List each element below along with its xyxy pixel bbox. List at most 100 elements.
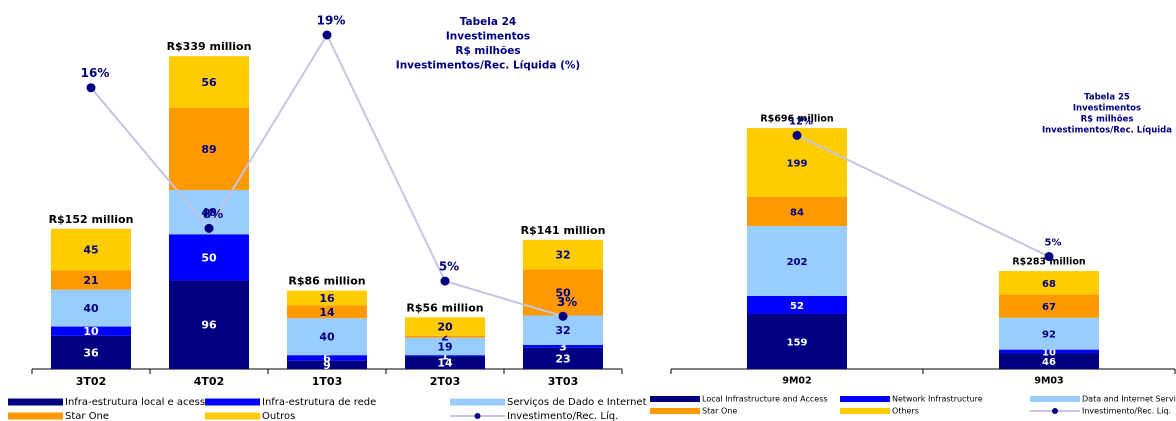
bar-segment bbox=[405, 317, 485, 336]
legend-label: Serviços de Dado e Internet bbox=[507, 397, 647, 408]
line-label: 12% bbox=[789, 116, 813, 127]
x-tick-label: 3T03 bbox=[548, 375, 578, 388]
data-label: 48 bbox=[201, 206, 216, 219]
x-tick-label: 1T03 bbox=[312, 375, 342, 388]
data-label: 68 bbox=[1042, 279, 1056, 290]
x-tick-label: 9M03 bbox=[1034, 376, 1063, 387]
legend-swatch bbox=[840, 408, 890, 414]
legend-swatch bbox=[650, 408, 700, 414]
bar-segment bbox=[999, 294, 1099, 318]
bar-segment bbox=[287, 305, 367, 319]
data-label: 52 bbox=[790, 301, 804, 312]
legend-swatch bbox=[8, 398, 63, 406]
data-label: 3 bbox=[559, 340, 567, 353]
legend-swatch bbox=[840, 396, 890, 402]
legend-label: Network Infrastructure bbox=[892, 395, 983, 404]
bar-segment bbox=[169, 56, 249, 108]
legend-swatch bbox=[205, 398, 260, 406]
data-label: 1 bbox=[441, 350, 449, 363]
data-label: 10 bbox=[83, 325, 99, 338]
legend-label: Others bbox=[892, 407, 919, 416]
total-label: R$141 million bbox=[521, 224, 606, 237]
data-label: 202 bbox=[787, 257, 808, 268]
legend-label: Data and Internet Service bbox=[1082, 395, 1176, 404]
line-series bbox=[796, 134, 1050, 258]
data-label: 6 bbox=[323, 352, 331, 365]
chart-subtitle: R$ milhões bbox=[1081, 115, 1134, 125]
data-label: 96 bbox=[201, 319, 217, 332]
total-label: R$283 million bbox=[1012, 257, 1086, 268]
data-label: 14 bbox=[437, 357, 453, 370]
legend-label: Investimento/Rec. Líq. bbox=[1082, 407, 1171, 416]
data-label: 40 bbox=[319, 331, 335, 344]
data-label: 9 bbox=[323, 359, 331, 372]
data-label: 199 bbox=[787, 159, 808, 170]
data-label: 36 bbox=[83, 346, 99, 359]
data-label: 159 bbox=[787, 337, 808, 348]
data-label: 10 bbox=[1042, 347, 1056, 358]
line-marker bbox=[1044, 252, 1054, 262]
data-label: 14 bbox=[319, 306, 335, 319]
bar-segment bbox=[523, 345, 603, 348]
bar-segment bbox=[51, 335, 131, 369]
bar-segment bbox=[747, 196, 847, 227]
bar-segment bbox=[169, 107, 249, 191]
bar-segment bbox=[405, 356, 485, 369]
legend-label: Infra-estrutura de rede bbox=[262, 397, 376, 408]
line-label: 19% bbox=[317, 14, 346, 28]
legend-marker bbox=[1052, 408, 1058, 414]
bar-segment bbox=[51, 270, 131, 290]
x-tick-label: 9M02 bbox=[782, 376, 811, 387]
chart-title: Tabela 24 bbox=[460, 16, 516, 28]
bar-segment bbox=[51, 326, 131, 336]
line-marker bbox=[322, 30, 332, 40]
bar-segment bbox=[747, 313, 847, 369]
data-label: 21 bbox=[83, 274, 98, 287]
bar-segment bbox=[747, 295, 847, 314]
data-label: 84 bbox=[790, 208, 804, 219]
bar-segment bbox=[287, 318, 367, 356]
chart-subtitle: Investimentos/Rec. Líquida (%) bbox=[396, 60, 580, 72]
bar-segment bbox=[523, 239, 603, 270]
total-label: R$696 million bbox=[760, 114, 834, 125]
line-marker bbox=[558, 311, 568, 321]
bar-segment bbox=[405, 337, 485, 356]
bar-segment bbox=[287, 355, 367, 361]
data-label: 50 bbox=[555, 286, 571, 299]
data-label: 16 bbox=[319, 292, 335, 305]
total-label: R$152 million bbox=[49, 213, 134, 226]
legend-label: Star One bbox=[65, 411, 109, 421]
bar-segment bbox=[51, 228, 131, 271]
bar-segment bbox=[287, 360, 367, 369]
legend-swatch bbox=[450, 398, 505, 406]
data-label: 92 bbox=[1042, 330, 1056, 341]
data-label: 2 bbox=[441, 331, 449, 344]
x-tick-label: 4T02 bbox=[194, 375, 224, 388]
bar-segment bbox=[999, 271, 1099, 295]
data-label: 67 bbox=[1042, 302, 1056, 313]
x-tick-label: 2T03 bbox=[430, 375, 460, 388]
bar-segment bbox=[999, 349, 1099, 354]
data-label: 32 bbox=[555, 324, 570, 337]
data-label: 46 bbox=[1042, 357, 1056, 368]
chart-subtitle: R$ milhões bbox=[455, 45, 520, 57]
legend-swatch bbox=[205, 412, 260, 420]
data-label: 50 bbox=[201, 251, 217, 264]
bar-segment bbox=[405, 355, 485, 357]
data-label: 20 bbox=[437, 321, 453, 334]
legend-label: Star One bbox=[702, 407, 737, 416]
data-label: 45 bbox=[83, 244, 98, 257]
total-label: R$56 million bbox=[406, 301, 483, 314]
legend-swatch bbox=[1030, 396, 1080, 402]
chart-subtitle: Investimentos/Rec. Líquida bbox=[1042, 126, 1172, 136]
bar-segment bbox=[51, 289, 131, 327]
bar-segment bbox=[169, 234, 249, 281]
bar-segment bbox=[405, 335, 485, 338]
legend-label: Infra-estrutura local e acesso bbox=[65, 397, 211, 408]
data-label: 19 bbox=[437, 340, 452, 353]
line-label: 5% bbox=[439, 260, 459, 274]
bar-segment bbox=[747, 226, 847, 296]
data-label: 40 bbox=[83, 302, 99, 315]
line-label: 16% bbox=[81, 66, 110, 80]
